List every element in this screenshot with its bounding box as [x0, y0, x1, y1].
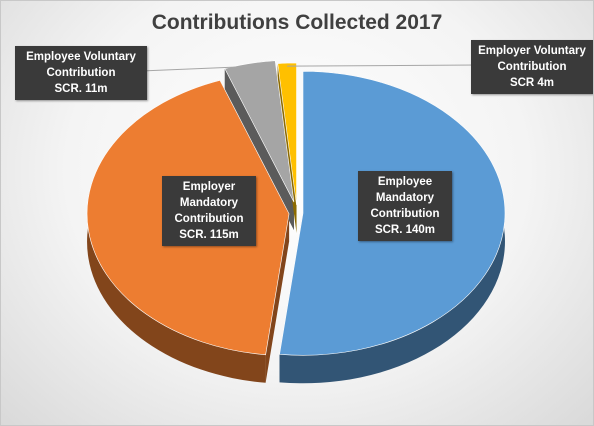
- data-label: Employer Voluntary Contribution SCR 4m: [471, 40, 593, 94]
- slice-wall: [265, 213, 290, 383]
- data-label-name: Employee Mandatory Contribution: [370, 176, 440, 220]
- data-label: Employee Voluntary Contribution SCR. 11m: [15, 46, 147, 100]
- slice: [224, 60, 295, 203]
- slice: [277, 62, 297, 206]
- data-label-name: Employer Voluntary Contribution: [478, 45, 586, 73]
- slice-side: [87, 80, 266, 383]
- chart-title: Contributions Collected 2017: [151, 11, 443, 34]
- leader-line: [140, 66, 250, 72]
- leader-line: [287, 64, 478, 67]
- data-label-value: SCR. 115m: [179, 229, 239, 241]
- data-label-name: Employee Voluntary Contribution: [26, 51, 136, 79]
- data-label-value: SCR. 11m: [54, 83, 108, 95]
- data-label-value: SCR 4m: [509, 77, 555, 89]
- data-label-name: Employer Mandatory Contribution: [174, 181, 244, 225]
- data-label-value: SCR. 140m: [374, 224, 436, 236]
- data-label: Employer Mandatory Contribution SCR. 115m: [162, 176, 256, 246]
- data-label: Employee Mandatory Contribution SCR. 140m: [358, 171, 452, 241]
